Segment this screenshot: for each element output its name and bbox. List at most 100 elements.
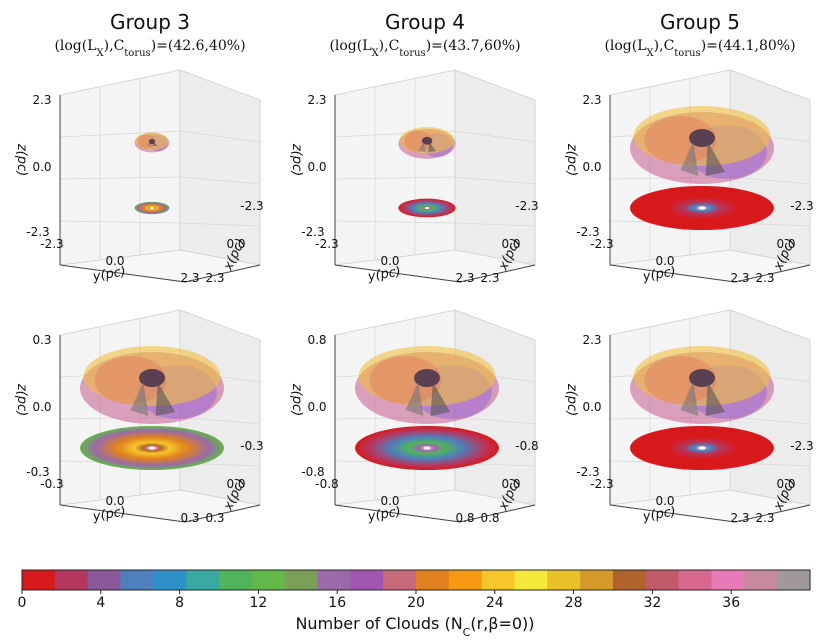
x-tick-label: 0.0 [501,237,520,251]
x-tick-label: 0.0 [776,477,795,491]
z-tick-label: -2.3 [26,225,49,239]
y-tick-label: 0.0 [105,254,124,268]
torus-cut [680,142,699,176]
colorbar-segment [514,570,548,590]
colorbar-segment [87,570,121,590]
colorbar-segment [547,570,581,590]
y-axis [59,504,186,523]
torus [630,106,774,184]
y-tick-label: 0.0 [380,494,399,508]
torus [398,127,456,159]
gridline [334,176,456,180]
gridline [454,176,536,185]
disk-center [425,207,429,209]
torus-red [644,356,717,404]
torus-hole [139,369,165,387]
torus-cut [705,142,726,176]
z-tick-label: -2.3 [576,465,599,479]
gridline [454,130,536,143]
column-subtitle: (log(LX),Ctorus)=(43.7,60%) [329,38,520,59]
z-tick-label: 0.0 [582,160,601,174]
torus-cut [418,142,426,153]
z-tick-label: 0.0 [307,160,326,174]
colorbar-segment [711,570,745,590]
colorbar-segment [448,570,483,590]
torus-cut [152,142,158,147]
colorbar-tick-label: 8 [175,595,184,611]
colorbar-segment [613,570,647,590]
gridline [59,130,181,138]
y-axis [609,264,736,283]
y-axis-label: y(pc) [366,504,402,525]
pane-side [179,69,261,266]
y-tick-label: -0.8 [315,477,338,491]
colorbar-segment [251,570,286,590]
z-tick-label: 2.3 [582,93,601,107]
y-tick-label: 2.3 [730,511,749,525]
torus-cut [430,382,451,416]
torus-cut [680,382,699,416]
gridline [59,220,181,224]
colorbar-segment [678,570,712,590]
torus-cut [405,382,424,416]
torus [355,346,499,424]
x-axis [459,504,536,523]
x-tick-label: 2.3 [205,271,224,285]
colorbar-tick-label: 36 [722,595,740,611]
torus-cut [705,382,726,416]
torus-cut [428,142,437,153]
z-tick-label: 0.0 [32,160,51,174]
gridline [454,222,536,227]
y-tick-label: 2.3 [180,271,199,285]
x-tick-label: 0.0 [501,477,520,491]
y-tick-label: 2.3 [730,271,749,285]
panel: 2.3 0.0 -2.3 z(pc) -2.3 0.0 2.3 y(pc) -2.3 0.0 2.3… [289,69,539,285]
x-tick-label: -2.3 [515,199,538,213]
panel: 0.8 0.0 -0.8 z(pc) -0.8 0.0 0.8 y(pc) -0.8 0.0 0.8… [289,309,539,525]
z-axis-label: z(pc) [564,383,579,416]
z-tick-label: -2.3 [301,225,324,239]
colorbar-tick-label: 20 [407,595,425,611]
x-tick-label: 0.8 [480,511,499,525]
colorbar-segment [284,570,318,590]
y-tick-label: -2.3 [40,237,63,251]
x-tick-label: 0.0 [226,477,245,491]
x-axis [184,264,261,283]
colorbar-tick-label: 24 [486,595,504,611]
gridline [179,222,261,227]
torus [630,346,774,424]
x-tick-label: -2.3 [790,439,813,453]
y-tick-label: -2.3 [315,237,338,251]
z-tick-label: 0.0 [307,400,326,414]
disk-center [148,446,156,450]
z-axis-label: z(pc) [14,143,29,176]
panel: 2.3 0.0 -2.3 z(pc) -2.3 0.0 2.3 y(pc) -2.3 0.0 2.3… [14,69,264,285]
colorbar-tick-label: 32 [643,595,661,611]
panel: 2.3 0.0 -2.3 z(pc) -2.3 0.0 2.3 y(pc) -2.3 0.0 2.3… [564,69,814,285]
y-tick-label: -0.3 [40,477,63,491]
z-tick-label: 2.3 [32,93,51,107]
torus-red [644,116,717,164]
y-axis-label: y(pc) [641,504,677,525]
column-title: Group 5 [660,10,740,34]
colorbar-segment [153,570,187,590]
z-tick-label: 0.8 [307,333,326,347]
z-tick-label: 0.0 [32,400,51,414]
column-title: Group 3 [110,10,190,34]
column-title: Group 4 [385,10,465,34]
column-subtitle: (log(LX),Ctorus)=(44.1,80%) [604,38,795,59]
colorbar-segment [120,570,154,590]
colorbar-segment [744,570,778,590]
gridline [729,416,811,425]
z-axis-label: z(pc) [289,143,304,176]
y-axis-label: y(pc) [91,264,127,285]
gridline [729,176,811,185]
torus [80,346,224,424]
colorbar-segment [186,570,220,590]
z-tick-label: -0.8 [301,465,324,479]
pane-side [454,69,536,266]
y-tick-label: 0.0 [380,254,399,268]
torus [134,132,170,153]
gridline [454,416,536,425]
